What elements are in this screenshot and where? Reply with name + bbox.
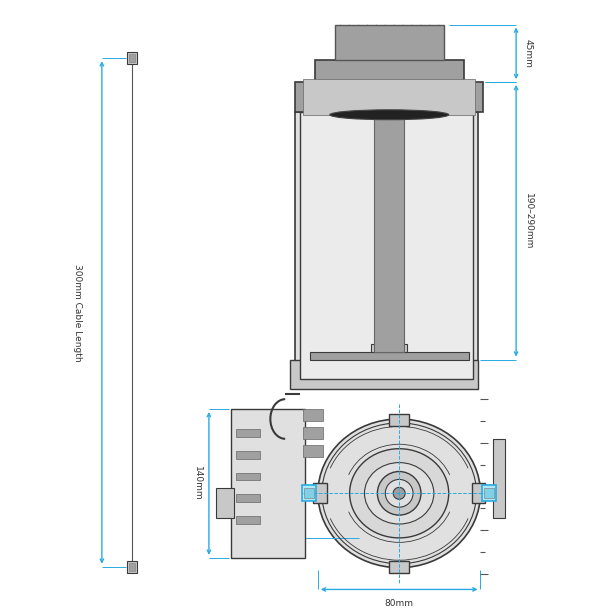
Ellipse shape bbox=[318, 419, 480, 567]
Bar bbox=[371, 344, 407, 352]
Text: 80mm: 80mm bbox=[272, 483, 281, 512]
Bar bbox=[471, 484, 485, 503]
Ellipse shape bbox=[330, 110, 448, 120]
Bar bbox=[302, 485, 316, 501]
Bar bbox=[303, 79, 476, 115]
Bar bbox=[236, 472, 261, 480]
Bar bbox=[236, 451, 261, 459]
Bar bbox=[493, 439, 505, 518]
Bar bbox=[482, 485, 496, 501]
Text: 190–290mm: 190–290mm bbox=[524, 193, 532, 249]
Bar bbox=[304, 488, 314, 498]
Bar bbox=[310, 352, 469, 360]
Bar bbox=[375, 111, 404, 352]
Bar bbox=[236, 516, 261, 524]
Text: 45mm: 45mm bbox=[524, 39, 532, 68]
Bar bbox=[300, 111, 474, 379]
Circle shape bbox=[385, 479, 413, 507]
Circle shape bbox=[393, 487, 405, 499]
Circle shape bbox=[378, 471, 421, 515]
Bar bbox=[334, 25, 444, 60]
Bar bbox=[295, 111, 479, 389]
Bar bbox=[484, 488, 494, 498]
Bar bbox=[303, 427, 323, 439]
Bar bbox=[236, 429, 261, 437]
Bar bbox=[129, 54, 134, 62]
Bar bbox=[313, 484, 327, 503]
Bar bbox=[303, 445, 323, 456]
Ellipse shape bbox=[365, 463, 434, 524]
Text: 300mm Cable Length: 300mm Cable Length bbox=[73, 264, 81, 361]
Bar bbox=[129, 562, 134, 570]
Bar bbox=[236, 494, 261, 502]
Bar bbox=[231, 409, 305, 557]
Bar bbox=[127, 561, 137, 573]
Text: 140mm: 140mm bbox=[193, 466, 201, 501]
Ellipse shape bbox=[350, 448, 448, 538]
Bar bbox=[290, 360, 479, 389]
Bar bbox=[216, 488, 233, 518]
Bar bbox=[295, 82, 484, 111]
Bar bbox=[127, 52, 137, 64]
Text: 80mm: 80mm bbox=[384, 599, 414, 609]
Bar bbox=[315, 60, 464, 82]
Bar bbox=[389, 414, 409, 426]
Bar bbox=[303, 409, 323, 421]
Bar bbox=[389, 561, 409, 573]
